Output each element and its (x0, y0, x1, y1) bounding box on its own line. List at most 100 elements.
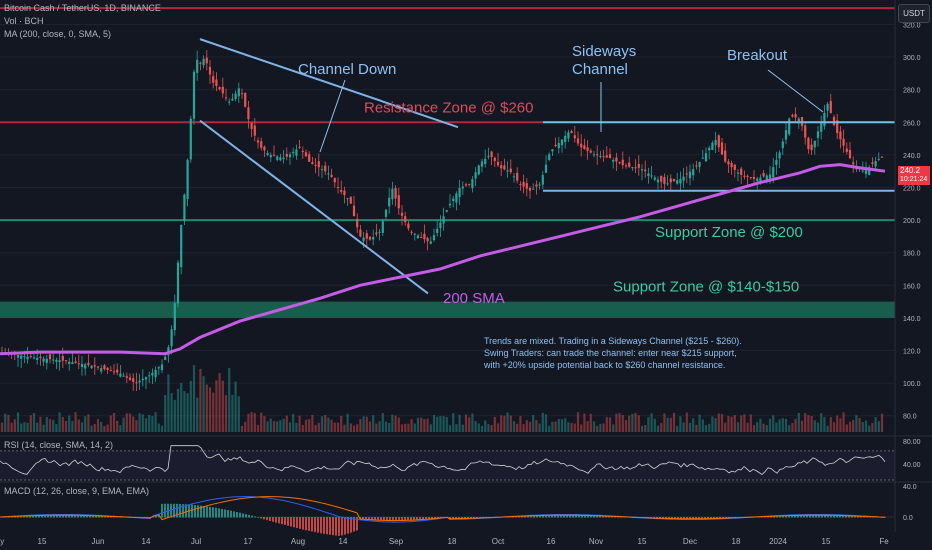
volume-bar (852, 420, 855, 432)
candle-body (362, 237, 365, 242)
macd-hist-bar (671, 517, 673, 519)
volume-bar (61, 417, 64, 432)
macd-hist-bar (680, 517, 682, 519)
candle-body (58, 360, 61, 363)
candle-body (512, 176, 516, 178)
candle-body (45, 358, 48, 363)
macd-hist-bar (557, 515, 559, 518)
volume-bar (845, 424, 848, 432)
y-tick-label: 320.0 (903, 22, 921, 29)
candle-body (205, 57, 208, 64)
candle-body (330, 174, 333, 178)
candle-body (109, 370, 112, 372)
volume-bar (301, 425, 304, 432)
macd-hist-bar (350, 517, 352, 533)
channel-down-line (199, 38, 459, 129)
volume-bar (759, 418, 762, 432)
macd-hist-bar (608, 516, 610, 518)
macd-hist-bar (356, 517, 358, 531)
macd-hist-bar (566, 515, 568, 518)
volume-bar (765, 425, 768, 432)
candle-body (372, 237, 375, 240)
candle-body (346, 198, 349, 200)
candle-body (394, 188, 397, 199)
volume-bar (733, 415, 736, 432)
volume-bar (298, 415, 301, 432)
volume-bar (368, 421, 372, 432)
candle-body (615, 157, 618, 162)
volume-bar (650, 413, 653, 432)
candle-body (304, 152, 308, 157)
macd-hist-bar (809, 515, 811, 518)
volume-bar (199, 368, 202, 432)
candle-body (496, 161, 500, 166)
macd-hist-bar (668, 517, 670, 519)
candle-body (605, 155, 608, 158)
volume-bar (144, 418, 148, 432)
volume-bar (653, 418, 656, 432)
candle-body (749, 177, 752, 179)
candle-body (608, 154, 612, 159)
candle-body (852, 162, 855, 165)
candle-body (151, 372, 154, 376)
candle-body (308, 154, 311, 162)
macd-hist-bar (95, 515, 97, 518)
candle-body (359, 229, 362, 237)
volume-bar (333, 422, 336, 432)
volume-bar (365, 416, 368, 432)
candle-body (260, 141, 263, 148)
macd-hist-bar (590, 515, 592, 518)
volume-bar (871, 423, 874, 432)
macd-hist-bar (65, 515, 67, 518)
volume-bar (311, 414, 314, 432)
candle-body (164, 356, 167, 360)
candle-body (301, 150, 304, 152)
macd-hist-bar (176, 503, 178, 518)
volume-bar (106, 424, 109, 432)
macd-hist-bar (410, 517, 412, 521)
macd-hist-bar (287, 517, 289, 526)
macd-hist-bar (779, 516, 781, 518)
volume-bar (308, 419, 311, 432)
candle-body (112, 371, 116, 373)
volume-bar (762, 423, 765, 432)
volume-bar (128, 413, 132, 432)
candle-body (724, 150, 727, 162)
macd-hist-bar (464, 517, 466, 519)
candle-body (727, 161, 730, 165)
macd-hist-bar (155, 515, 157, 518)
x-tick-label: 18 (732, 537, 741, 546)
volume-bar (628, 415, 631, 432)
candle-body (212, 76, 215, 83)
candle-body (250, 122, 253, 129)
volume-bar (631, 413, 634, 432)
macd-hist-bar (518, 516, 520, 518)
macd-hist-bar (200, 505, 202, 518)
candle-body (708, 148, 711, 151)
macd-hist-bar (413, 517, 415, 521)
macd-hist-bar (434, 517, 436, 519)
macd-hist-bar (713, 517, 715, 519)
macd-hist-bar (32, 515, 34, 518)
candle-body (826, 103, 829, 111)
candle-body (135, 382, 138, 384)
volume-bar (256, 425, 260, 432)
candle-body (471, 179, 474, 189)
volume-bar (279, 420, 282, 432)
volume-bar (791, 423, 794, 432)
volume-bar (356, 424, 359, 432)
candle-body (711, 142, 714, 151)
candle-body (628, 162, 631, 167)
volume-bar (493, 417, 496, 432)
candle-body (298, 146, 301, 148)
macd-hist-bar (830, 515, 832, 518)
volume-bar (714, 418, 717, 432)
candle-body (688, 171, 692, 179)
candle-body (871, 162, 874, 164)
currency-button[interactable]: USDT (898, 4, 930, 23)
x-tick-label: 14 (339, 537, 348, 546)
candle-body (199, 62, 202, 64)
volume-bar (317, 422, 320, 432)
macd-hist-bar (593, 515, 595, 518)
